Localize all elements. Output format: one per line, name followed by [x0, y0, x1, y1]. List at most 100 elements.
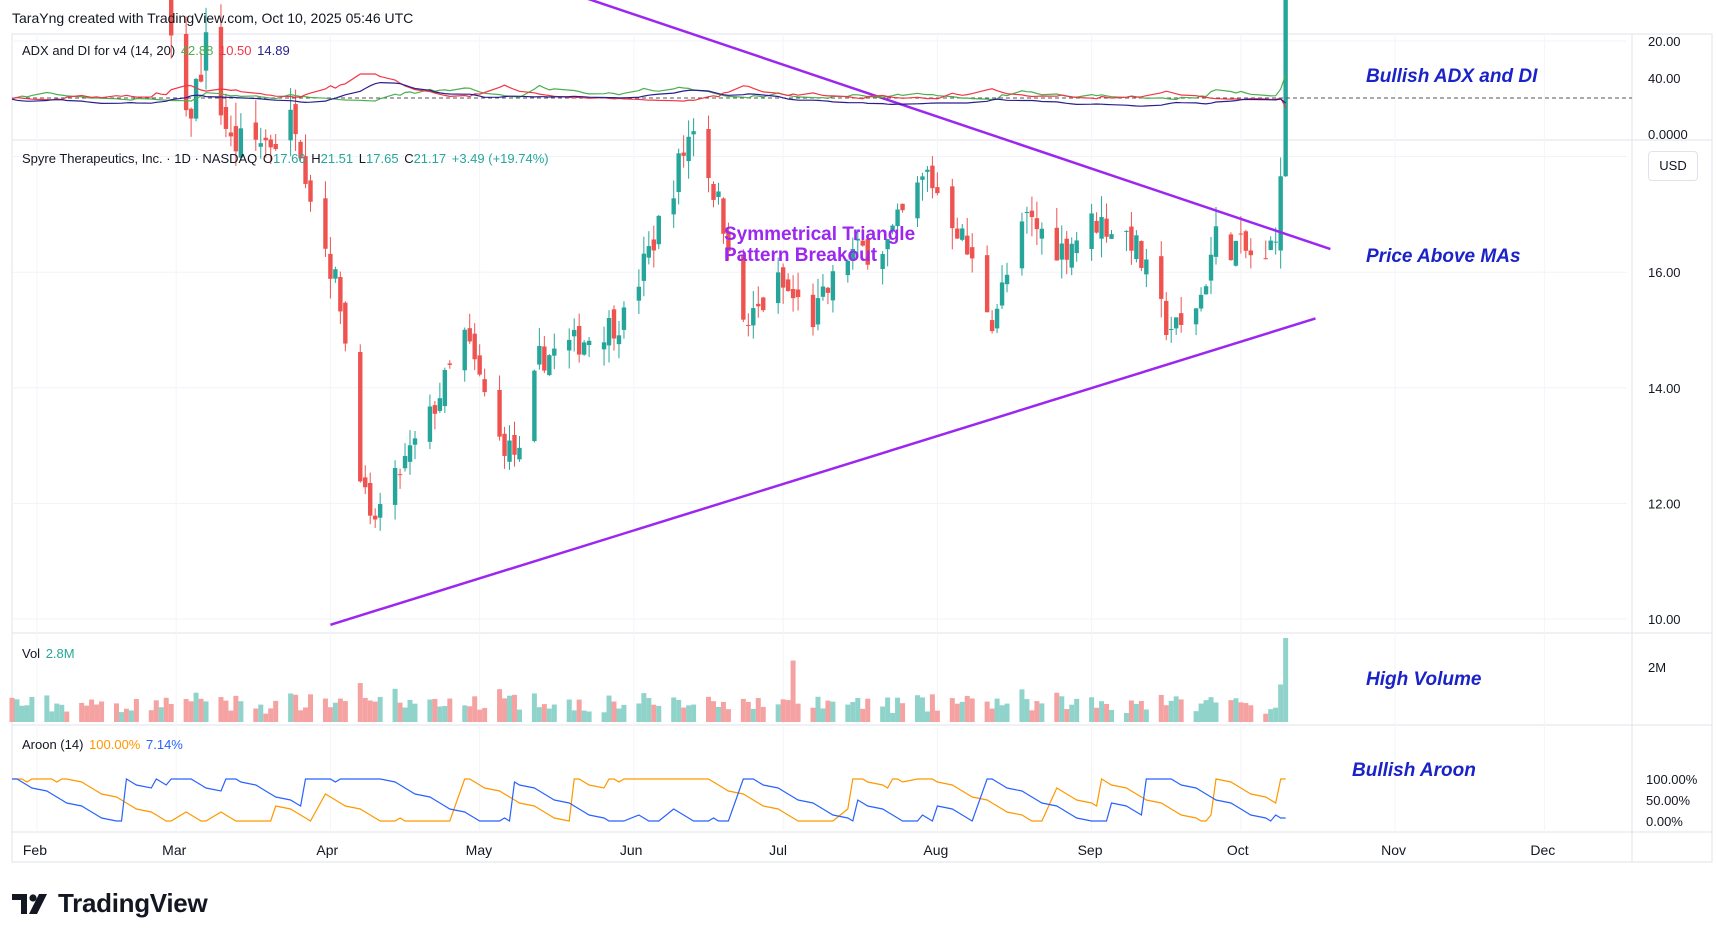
- candle-body: [1238, 233, 1244, 235]
- tradingview-logo[interactable]: TradingView: [12, 888, 208, 919]
- volume-bar: [238, 701, 244, 722]
- volume-bar: [616, 708, 622, 722]
- candle-body: [1203, 286, 1209, 295]
- adx-axis-tick: 0.0000: [1648, 127, 1688, 142]
- candle-body: [1134, 235, 1139, 260]
- volume-bar: [113, 703, 119, 722]
- volume-bar: [303, 707, 309, 722]
- volume-bar: [830, 701, 836, 722]
- candle-body: [1024, 211, 1030, 213]
- candle-body: [1109, 234, 1114, 239]
- candle-body: [1233, 240, 1239, 266]
- volume-bar: [964, 695, 970, 722]
- candle-body: [1278, 176, 1283, 251]
- candle-body: [363, 477, 368, 488]
- volume-bar: [1099, 701, 1105, 722]
- volume-bar: [462, 705, 468, 722]
- volume-bar: [1104, 703, 1110, 722]
- candle-body: [537, 345, 542, 365]
- volume-bar: [1158, 694, 1164, 722]
- candle-body: [895, 209, 900, 227]
- volume-bar: [691, 704, 697, 722]
- volume-bar: [720, 701, 726, 722]
- candle-body: [1029, 210, 1035, 218]
- candle-body: [636, 286, 642, 301]
- candle-body: [726, 231, 731, 252]
- time-axis-label: Mar: [162, 842, 186, 858]
- candle-body: [706, 129, 711, 179]
- volume-bar: [253, 708, 259, 722]
- adx-legend: ADX and DI for v4 (14, 20) 42.88 10.50 1…: [22, 43, 292, 58]
- volume-bar: [412, 703, 418, 722]
- volume-bar: [24, 705, 30, 722]
- volume-bar: [785, 700, 791, 722]
- candle-body: [402, 455, 408, 469]
- aroon-legend: Aroon (14) 100.00% 7.14%: [22, 737, 185, 752]
- candles-group: [169, 0, 1288, 531]
- volume-bar: [437, 706, 443, 722]
- volume-bar: [969, 698, 975, 722]
- candle-body: [571, 329, 577, 337]
- volume-bar: [681, 707, 687, 722]
- candle-body: [999, 282, 1005, 306]
- volume-bar: [49, 711, 55, 722]
- candle-body: [830, 271, 836, 301]
- volume-bar: [472, 696, 478, 722]
- volume-bar: [168, 703, 174, 722]
- candle-body: [965, 235, 970, 255]
- volume-bar: [1283, 638, 1289, 722]
- currency-selector[interactable]: USD: [1648, 151, 1698, 181]
- candle-body: [676, 153, 681, 193]
- ohlc-h-label: H: [311, 151, 321, 166]
- volume-bar: [84, 705, 90, 722]
- volume-bar: [153, 700, 159, 722]
- volume-bar: [1074, 698, 1080, 722]
- volume-bar: [123, 708, 129, 722]
- volume-bar: [54, 703, 60, 722]
- candle-body: [1208, 254, 1214, 281]
- candle-body: [775, 272, 781, 304]
- volume-bar: [1029, 710, 1035, 722]
- volume-bar: [447, 698, 453, 722]
- candle-body: [552, 348, 557, 356]
- candle-body: [576, 326, 582, 355]
- volume-bar: [900, 703, 906, 722]
- candle-body: [1178, 313, 1184, 325]
- candle-body: [1054, 227, 1059, 261]
- volume-bar: [427, 699, 433, 722]
- candle-body: [795, 289, 801, 298]
- candle-body: [1019, 221, 1025, 269]
- candle-body: [412, 438, 418, 445]
- volume-bar: [442, 705, 448, 722]
- volume-bar: [601, 712, 607, 722]
- volume-bar: [507, 695, 513, 722]
- volume-bar: [1208, 697, 1214, 722]
- volume-bar: [357, 683, 363, 722]
- di-minus-line: [11, 73, 1287, 108]
- volume-bar: [1024, 699, 1030, 722]
- candle-body: [512, 434, 517, 455]
- candle-body: [721, 198, 726, 234]
- candle-body: [442, 370, 448, 407]
- volume-bar: [516, 709, 522, 722]
- candle-body: [268, 139, 273, 148]
- volume-bar: [9, 697, 15, 722]
- candle-body: [472, 333, 477, 360]
- annotation-pattern-line1: Symmetrical Triangle: [724, 224, 916, 245]
- volume-bar: [1278, 684, 1284, 722]
- volume-bar: [919, 697, 925, 722]
- aroon-down-value: 7.14%: [146, 737, 183, 752]
- volume-bar: [656, 705, 662, 722]
- volume-bar: [327, 707, 333, 722]
- volume-bar: [1019, 689, 1025, 722]
- volume-bar: [14, 699, 20, 722]
- candle-body: [1144, 259, 1149, 275]
- volume-bar: [865, 698, 871, 722]
- candle-body: [1059, 243, 1064, 260]
- volume-bar: [546, 708, 552, 722]
- candle-body: [686, 136, 691, 162]
- candle-body: [497, 389, 502, 437]
- volume-bar: [745, 701, 751, 722]
- candle-body: [218, 26, 224, 116]
